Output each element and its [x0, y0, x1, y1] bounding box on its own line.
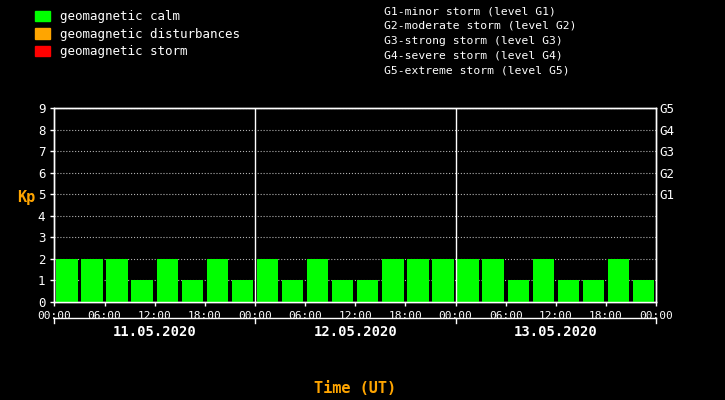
Text: 12.05.2020: 12.05.2020	[313, 325, 397, 339]
Text: G1-minor storm (level G1)
G2-moderate storm (level G2)
G3-strong storm (level G3: G1-minor storm (level G1) G2-moderate st…	[384, 6, 577, 75]
Text: 11.05.2020: 11.05.2020	[113, 325, 196, 339]
Bar	[558, 280, 579, 302]
Bar	[257, 259, 278, 302]
Bar	[107, 259, 128, 302]
Bar	[432, 259, 454, 302]
Bar	[357, 280, 378, 302]
Bar	[81, 259, 103, 302]
Legend: geomagnetic calm, geomagnetic disturbances, geomagnetic storm: geomagnetic calm, geomagnetic disturbanc…	[36, 10, 240, 58]
Bar	[382, 259, 404, 302]
Bar	[533, 259, 554, 302]
Bar	[232, 280, 253, 302]
Bar	[332, 280, 353, 302]
Bar	[207, 259, 228, 302]
Bar	[633, 280, 654, 302]
Bar	[157, 259, 178, 302]
Y-axis label: Kp: Kp	[17, 190, 36, 205]
Bar	[407, 259, 428, 302]
Bar	[583, 280, 604, 302]
Bar	[608, 259, 629, 302]
Bar	[507, 280, 529, 302]
Text: Time (UT): Time (UT)	[314, 381, 397, 396]
Bar	[457, 259, 479, 302]
Bar	[57, 259, 78, 302]
Bar	[483, 259, 504, 302]
Bar	[658, 259, 679, 302]
Bar	[307, 259, 328, 302]
Bar	[131, 280, 153, 302]
Bar	[182, 280, 203, 302]
Bar	[282, 280, 303, 302]
Text: 13.05.2020: 13.05.2020	[514, 325, 597, 339]
